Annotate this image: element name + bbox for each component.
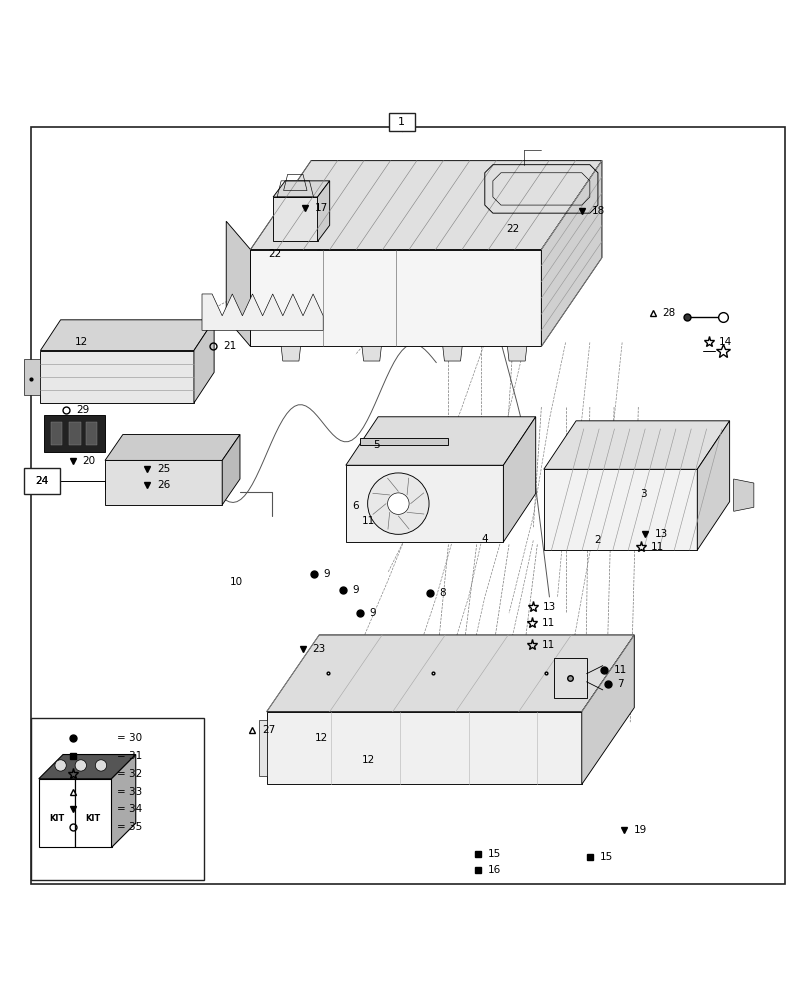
Text: 23: 23 — [313, 644, 326, 654]
Polygon shape — [503, 417, 536, 542]
Polygon shape — [51, 422, 62, 445]
Polygon shape — [24, 359, 40, 395]
Polygon shape — [40, 320, 214, 351]
Text: 24: 24 — [36, 476, 48, 486]
Bar — [31, 718, 204, 880]
FancyBboxPatch shape — [24, 468, 60, 494]
Polygon shape — [194, 320, 214, 403]
Text: 9: 9 — [352, 585, 359, 595]
Text: 24: 24 — [36, 476, 48, 486]
Bar — [389, 113, 415, 131]
Circle shape — [368, 473, 429, 534]
Text: 5: 5 — [373, 440, 380, 450]
Text: 22: 22 — [506, 224, 519, 234]
Text: 12: 12 — [362, 755, 375, 765]
Polygon shape — [267, 712, 582, 784]
Text: = 35: = 35 — [117, 822, 142, 832]
Polygon shape — [734, 479, 754, 511]
Text: 4: 4 — [482, 534, 488, 544]
Text: 13: 13 — [543, 602, 556, 612]
Polygon shape — [86, 422, 97, 445]
Polygon shape — [360, 438, 448, 445]
Polygon shape — [273, 181, 330, 197]
Polygon shape — [44, 415, 105, 452]
Polygon shape — [226, 221, 250, 346]
Text: 27: 27 — [262, 725, 275, 735]
Text: 14: 14 — [719, 337, 732, 347]
Text: 6: 6 — [352, 501, 359, 511]
Text: 25: 25 — [157, 464, 170, 474]
Text: 11: 11 — [362, 516, 375, 526]
Text: 1: 1 — [398, 117, 405, 127]
Text: 18: 18 — [591, 206, 604, 216]
Polygon shape — [346, 465, 503, 542]
Text: = 31: = 31 — [117, 751, 142, 761]
Text: KIT: KIT — [49, 814, 65, 823]
Text: = 32: = 32 — [117, 769, 142, 779]
Text: 8: 8 — [440, 588, 446, 598]
Text: 29: 29 — [76, 405, 89, 415]
Text: = 30: = 30 — [117, 733, 142, 743]
Text: KIT: KIT — [86, 814, 101, 823]
Polygon shape — [259, 720, 267, 776]
Text: 9: 9 — [323, 569, 330, 579]
Text: = 34: = 34 — [117, 804, 142, 814]
Polygon shape — [105, 435, 240, 460]
Text: 13: 13 — [654, 529, 667, 539]
Text: 2: 2 — [594, 535, 600, 545]
Text: 12: 12 — [74, 337, 87, 347]
Polygon shape — [544, 421, 730, 469]
Text: 3: 3 — [640, 489, 646, 499]
Text: 11: 11 — [650, 542, 663, 552]
Polygon shape — [112, 755, 136, 847]
Text: 7: 7 — [617, 679, 624, 689]
Polygon shape — [544, 469, 697, 550]
Text: = 33: = 33 — [117, 787, 142, 797]
Text: 12: 12 — [315, 733, 328, 743]
Polygon shape — [281, 346, 301, 361]
Text: 11: 11 — [541, 618, 554, 628]
Polygon shape — [346, 417, 536, 465]
Polygon shape — [250, 161, 602, 250]
Text: 10: 10 — [229, 577, 242, 587]
Text: 16: 16 — [488, 865, 501, 875]
Circle shape — [388, 493, 409, 514]
Polygon shape — [273, 197, 318, 241]
Polygon shape — [105, 460, 222, 505]
Text: 26: 26 — [157, 480, 170, 490]
Text: 11: 11 — [541, 640, 554, 650]
Circle shape — [75, 760, 86, 771]
Polygon shape — [202, 294, 323, 330]
Text: 17: 17 — [315, 203, 328, 213]
Text: 9: 9 — [369, 608, 376, 618]
Polygon shape — [541, 161, 602, 346]
Polygon shape — [318, 181, 330, 241]
Text: 21: 21 — [223, 341, 236, 351]
Text: 15: 15 — [600, 852, 612, 862]
Text: 28: 28 — [663, 308, 675, 318]
Polygon shape — [250, 250, 541, 346]
Polygon shape — [222, 435, 240, 505]
Text: 22: 22 — [268, 249, 281, 259]
Polygon shape — [362, 346, 381, 361]
Polygon shape — [267, 635, 634, 712]
Circle shape — [55, 760, 66, 771]
Polygon shape — [39, 755, 136, 779]
Text: 11: 11 — [614, 665, 627, 675]
Text: 20: 20 — [82, 456, 95, 466]
Polygon shape — [507, 346, 527, 361]
Text: 19: 19 — [633, 825, 646, 835]
Bar — [31, 470, 53, 490]
Polygon shape — [554, 658, 587, 698]
Polygon shape — [443, 346, 462, 361]
Circle shape — [95, 760, 107, 771]
Polygon shape — [582, 635, 634, 784]
Polygon shape — [75, 779, 112, 847]
Polygon shape — [39, 779, 75, 847]
Polygon shape — [40, 351, 194, 403]
Polygon shape — [69, 422, 81, 445]
Polygon shape — [697, 421, 730, 550]
Text: 15: 15 — [488, 849, 501, 859]
